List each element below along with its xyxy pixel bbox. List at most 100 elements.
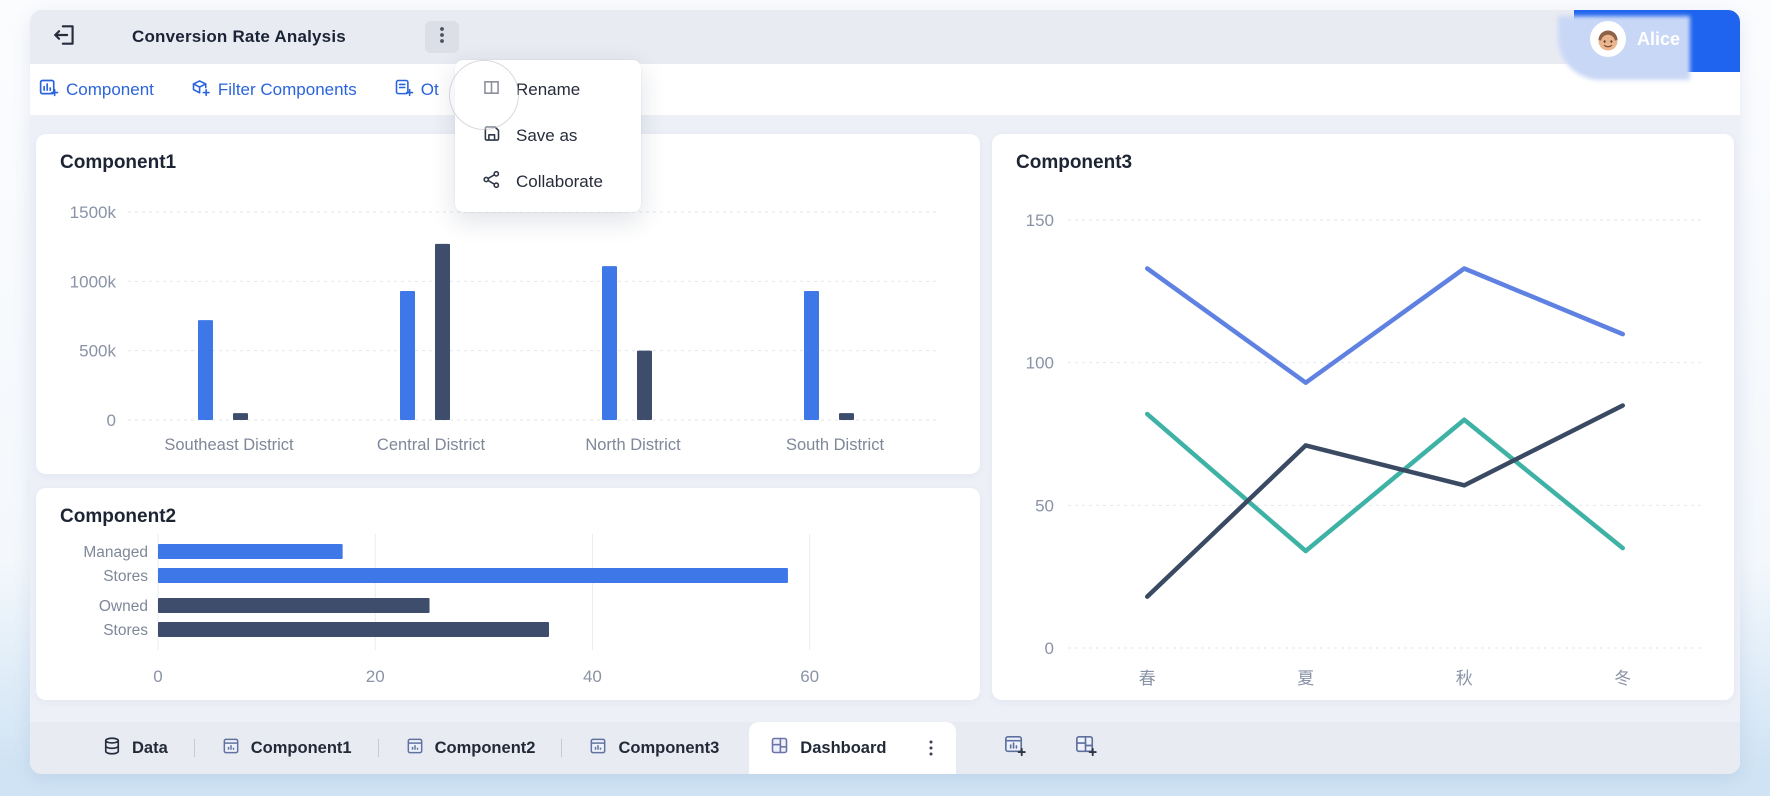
y-tick-label: 150 xyxy=(1026,211,1054,230)
toolbar-item-label: Ot xyxy=(420,79,439,99)
x-tick-label: 夏 xyxy=(1297,669,1314,688)
add-chart-icon xyxy=(1002,733,1027,763)
line-navy[interactable] xyxy=(1145,403,1625,599)
bar-dark[interactable] xyxy=(233,413,248,420)
menu-item-label: Collaborate xyxy=(516,172,603,191)
tab-label: Dashboard xyxy=(800,738,887,757)
filter-components-icon xyxy=(190,77,211,103)
tab-separator xyxy=(377,739,379,757)
more-menu-button[interactable] xyxy=(425,21,459,53)
toolbar-item-label: Component xyxy=(66,79,154,99)
x-tick-label: 40 xyxy=(583,667,602,686)
bar-blue[interactable] xyxy=(602,266,617,420)
dashboard-canvas: Component1 0 500k 1000k 1500k Southeast Dist… xyxy=(30,116,1740,722)
y-tick-label: 100 xyxy=(1026,354,1054,373)
collaborate-icon xyxy=(481,169,502,195)
chart-sheet-icon xyxy=(588,736,608,761)
y-tick-label: 1000k xyxy=(70,272,117,291)
toolbar-item-filter-components[interactable]: Filter Components xyxy=(190,77,357,103)
bar-dark[interactable] xyxy=(637,350,652,420)
chart-sheet-icon xyxy=(221,736,241,761)
x-tick-label: North District xyxy=(585,436,681,454)
component2-bar-chart[interactable]: 0 20 40 60 Managed Stores Owned Stores xyxy=(50,534,962,692)
back-button[interactable] xyxy=(48,20,82,54)
menu-item-label: Rename xyxy=(516,80,581,99)
add-chart-button[interactable] xyxy=(1002,733,1027,763)
row-label: Stores xyxy=(103,568,148,585)
tab-label: Data xyxy=(132,738,168,757)
menu-item-collaborate[interactable]: Collaborate xyxy=(455,159,641,205)
add-dashboard-button[interactable] xyxy=(1073,733,1098,763)
x-tick-label: 20 xyxy=(366,667,385,686)
component1-bar-chart[interactable]: 0 500k 1000k 1500k Southeast District Central… xyxy=(50,180,966,480)
add-dashboard-icon xyxy=(1073,733,1098,763)
tab-component3[interactable]: Component3 xyxy=(588,736,719,761)
user-name: Alice xyxy=(1637,28,1681,49)
bar-dark[interactable] xyxy=(435,243,450,420)
rename-icon xyxy=(481,77,502,103)
bar-row[interactable] xyxy=(158,622,549,637)
back-icon xyxy=(52,22,78,53)
toolbar-item-label: Filter Components xyxy=(217,79,357,99)
bar-row[interactable] xyxy=(158,598,430,613)
tab-options-button[interactable] xyxy=(924,739,938,757)
bar-row[interactable] xyxy=(158,568,788,583)
tab-label: Component3 xyxy=(618,738,720,757)
component2-card: Component2 0 20 40 60 Managed Stores Owned Stor… xyxy=(36,488,980,700)
component3-title: Component3 xyxy=(1016,152,1133,173)
x-tick-label: Central District xyxy=(377,436,486,454)
row-label: Owned xyxy=(99,598,148,615)
x-tick-label: 秋 xyxy=(1456,669,1473,688)
x-tick-label: 冬 xyxy=(1614,669,1631,688)
component1-card: Component1 0 500k 1000k 1500k Southeast Dist… xyxy=(36,134,980,474)
tab-component2[interactable]: Component2 xyxy=(405,736,536,761)
bar-blue[interactable] xyxy=(400,291,415,420)
app-window: Conversion Rate Analysis Alice xyxy=(30,10,1740,774)
x-tick-label: 60 xyxy=(800,667,819,686)
toolbar-item-other[interactable]: Ot xyxy=(393,77,439,103)
page-title: Conversion Rate Analysis xyxy=(132,27,346,46)
x-tick-label: South District xyxy=(786,436,885,454)
menu-item-save-as[interactable]: Save as xyxy=(455,113,641,159)
user-badge[interactable]: Alice xyxy=(1574,10,1740,72)
x-tick-label: 春 xyxy=(1139,669,1156,688)
y-tick-label: 1500k xyxy=(70,203,117,222)
bar-dark[interactable] xyxy=(839,413,854,420)
database-icon xyxy=(102,736,122,761)
tab-data[interactable]: Data xyxy=(102,736,168,761)
bar-blue[interactable] xyxy=(198,320,213,420)
tab-label: Component1 xyxy=(250,738,352,757)
component3-line-chart[interactable]: 0 50 100 150 春 夏 秋 冬 xyxy=(1006,180,1712,692)
y-tick-label: 500k xyxy=(79,342,116,361)
chart-sheet-icon xyxy=(405,736,425,761)
line-periwinkle[interactable] xyxy=(1145,266,1625,385)
y-tick-label: 0 xyxy=(107,411,116,430)
tab-separator xyxy=(561,739,563,757)
row-label: Managed xyxy=(83,544,148,561)
x-tick-label: Southeast District xyxy=(164,436,294,454)
menu-item-label: Save as xyxy=(516,126,578,145)
dashboard-icon xyxy=(769,735,790,761)
component3-card: Component3 0 50 100 150 春 夏 秋 冬 xyxy=(992,134,1734,700)
toolbar-item-component[interactable]: Component xyxy=(38,77,154,103)
x-tick-label: 0 xyxy=(153,667,162,686)
tab-separator xyxy=(193,739,195,757)
line-teal[interactable] xyxy=(1145,411,1625,554)
toolbar: Component Filter Components xyxy=(30,64,1740,116)
bar-blue[interactable] xyxy=(804,291,819,420)
tab-dashboard[interactable]: Dashboard xyxy=(749,722,957,774)
add-component-icon xyxy=(38,77,59,103)
tab-component1[interactable]: Component1 xyxy=(221,736,352,761)
y-tick-label: 50 xyxy=(1035,496,1054,515)
save-as-icon xyxy=(481,123,502,149)
top-bar: Conversion Rate Analysis xyxy=(30,10,1740,64)
kebab-icon xyxy=(433,25,451,50)
context-menu: Rename Save as Collaborate xyxy=(455,60,641,212)
component2-title: Component2 xyxy=(60,506,177,527)
sheet-tab-bar: Data Component1 Component2 xyxy=(30,722,1740,774)
menu-item-rename[interactable]: Rename xyxy=(455,67,641,113)
y-tick-label: 0 xyxy=(1045,639,1054,658)
tab-label: Component2 xyxy=(434,738,536,757)
component1-title: Component1 xyxy=(60,152,177,173)
bar-row[interactable] xyxy=(158,544,343,559)
